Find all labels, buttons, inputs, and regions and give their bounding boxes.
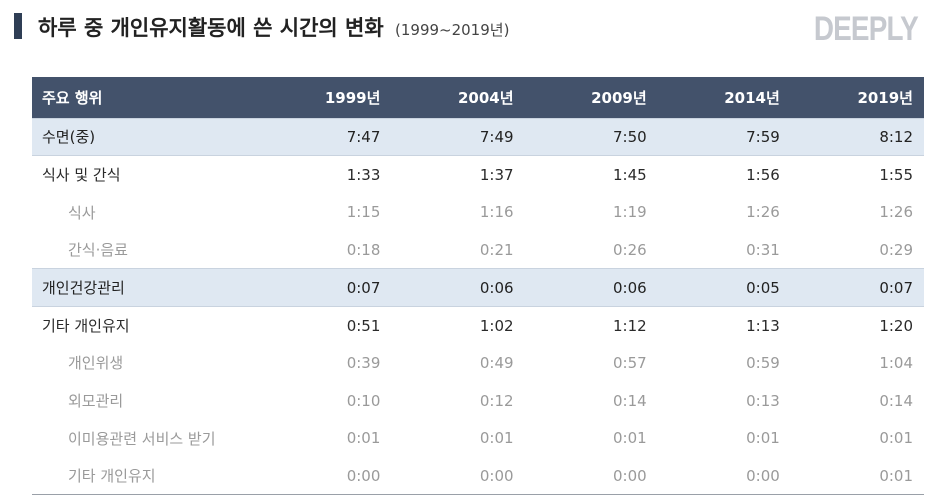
row-value: 1:19 — [612, 203, 647, 222]
row-value: 0:57 — [612, 353, 647, 372]
row-value: 1:37 — [479, 165, 514, 184]
row-value: 0:01 — [790, 457, 924, 496]
row-value: 1:26 — [879, 203, 913, 222]
row-value: 1:04 — [879, 353, 913, 372]
title-bar: 하루 중 개인유지활동에 쓴 시간의 변화 (1999~2019년) DEEPL… — [14, 10, 924, 50]
row-value: 0:29 — [879, 240, 913, 259]
row-value: 1:15 — [346, 203, 381, 222]
table-row: 식사 및 간식 1:33 1:37 1:45 1:56 1:55 — [32, 156, 924, 194]
row-value: 0:51 — [346, 316, 381, 335]
row-value: 0:18 — [346, 240, 381, 259]
row-label: 기타 개인유지 — [32, 457, 259, 496]
row-value: 1:12 — [612, 316, 647, 335]
table-row: 수면(중) 7:47 7:49 7:50 7:59 8:12 — [32, 117, 924, 157]
row-value: 1:45 — [612, 165, 647, 184]
row-value: 1:33 — [346, 165, 381, 184]
row-label: 외모관리 — [68, 392, 124, 411]
row-label: 식사 및 간식 — [42, 166, 121, 185]
row-label: 기타 개인유지 — [42, 317, 130, 336]
row-value: 0:06 — [391, 268, 525, 307]
row-value: 0:05 — [657, 268, 791, 307]
row-value: 0:01 — [479, 429, 514, 448]
page-title-main: 하루 중 개인유지활동에 쓴 시간의 변화 — [38, 16, 384, 40]
row-value: 0:01 — [346, 429, 381, 448]
row-value: 1:20 — [879, 316, 913, 335]
row-value: 0:06 — [524, 268, 658, 307]
row-value: 0:07 — [790, 268, 924, 307]
row-value: 0:39 — [346, 353, 381, 372]
row-label: 개인건강관리 — [32, 268, 259, 307]
row-value: 0:13 — [746, 391, 780, 410]
row-value: 0:00 — [524, 457, 658, 496]
row-value: 0:01 — [879, 429, 913, 448]
table-header-row: 주요 행위 1999년 2004년 2009년 2014년 2019년 — [32, 77, 924, 118]
row-value: 0:00 — [657, 457, 791, 496]
row-value: 1:13 — [746, 316, 780, 335]
row-value: 0:01 — [746, 429, 780, 448]
row-value: 7:59 — [657, 117, 791, 157]
row-value: 0:49 — [479, 353, 514, 372]
row-value: 0:21 — [479, 240, 514, 259]
row-label: 수면(중) — [32, 117, 259, 157]
row-label: 개인위생 — [68, 354, 124, 373]
row-value: 1:55 — [879, 165, 913, 184]
row-value: 0:31 — [746, 240, 780, 259]
row-value: 7:49 — [391, 117, 525, 157]
table-row: 외모관리 0:10 0:12 0:14 0:13 0:14 — [32, 382, 924, 420]
row-value: 1:26 — [746, 203, 780, 222]
row-value: 7:50 — [524, 117, 658, 157]
table-row: 기타 개인유지 0:51 1:02 1:12 1:13 1:20 — [32, 306, 924, 344]
page-title-period: (1999~2019년) — [395, 21, 510, 39]
table-row: 간식·음료 0:18 0:21 0:26 0:31 0:29 — [32, 231, 924, 269]
header-year: 2009년 — [591, 88, 647, 107]
row-label: 이미용관련 서비스 받기 — [68, 429, 216, 448]
row-value: 0:26 — [612, 240, 647, 259]
header-year: 2019년 — [857, 88, 913, 107]
time-use-table: 주요 행위 1999년 2004년 2009년 2014년 2019년 수면(중… — [32, 77, 924, 496]
header-year: 1999년 — [324, 88, 381, 107]
title-accent-bar — [14, 13, 22, 39]
row-value: 8:12 — [790, 117, 924, 157]
table-row: 기타 개인유지 0:00 0:00 0:00 0:00 0:01 — [32, 457, 924, 496]
row-value: 7:47 — [258, 117, 392, 157]
table-row: 개인건강관리 0:07 0:06 0:06 0:05 0:07 — [32, 268, 924, 307]
row-value: 0:59 — [746, 353, 780, 372]
row-value: 1:56 — [746, 165, 780, 184]
row-value: 0:10 — [346, 391, 381, 410]
header-year: 2004년 — [457, 88, 514, 107]
table-row: 개인위생 0:39 0:49 0:57 0:59 1:04 — [32, 344, 924, 382]
table-row: 식사 1:15 1:16 1:19 1:26 1:26 — [32, 193, 924, 231]
table-row: 이미용관련 서비스 받기 0:01 0:01 0:01 0:01 0:01 — [32, 420, 924, 458]
header-activity: 주요 행위 — [42, 88, 103, 107]
row-value: 0:14 — [879, 391, 913, 410]
row-label: 식사 — [68, 203, 96, 222]
row-value: 0:00 — [258, 457, 392, 496]
row-value: 0:01 — [612, 429, 647, 448]
row-value: 0:07 — [258, 268, 392, 307]
row-value: 0:00 — [391, 457, 525, 496]
header-year: 2014년 — [724, 88, 780, 107]
brand-logo: DEEPLY — [813, 10, 919, 48]
row-value: 0:12 — [479, 391, 514, 410]
row-value: 1:02 — [479, 316, 514, 335]
page-title: 하루 중 개인유지활동에 쓴 시간의 변화 (1999~2019년) — [38, 12, 509, 42]
row-value: 0:14 — [612, 391, 647, 410]
row-value: 1:16 — [479, 203, 514, 222]
row-label: 간식·음료 — [68, 241, 128, 260]
